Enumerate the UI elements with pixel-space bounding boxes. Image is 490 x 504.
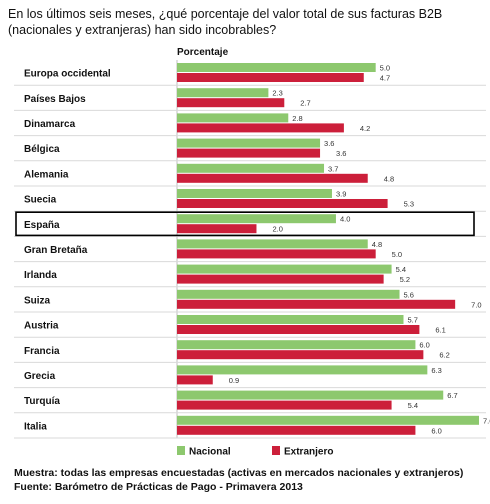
- value-label-extranjero: 6.1: [435, 326, 445, 335]
- value-axis-title: Porcentaje: [177, 47, 229, 58]
- value-label-nacional: 5.4: [396, 265, 406, 274]
- value-label-extranjero: 7.0: [471, 300, 481, 309]
- bar-nacional: [177, 113, 289, 123]
- category-label: España: [24, 220, 60, 231]
- bar-nacional: [177, 138, 321, 148]
- bar-extranjero: [177, 350, 424, 360]
- chart-bars: [177, 63, 479, 435]
- bar-nacional: [177, 163, 325, 173]
- bar-extranjero: [177, 123, 344, 133]
- value-label-extranjero: 2.7: [300, 99, 310, 108]
- value-label-extranjero: 5.2: [400, 275, 410, 284]
- bar-nacional: [177, 189, 332, 198]
- value-label-nacional: 7.6: [483, 416, 490, 425]
- bar-nacional: [177, 390, 444, 400]
- bar-extranjero: [177, 375, 213, 385]
- bar-nacional: [177, 315, 404, 324]
- highlight-box: [15, 211, 475, 237]
- bar-extranjero: [177, 199, 388, 208]
- category-label: Italia: [24, 421, 47, 432]
- bar-nacional: [177, 264, 392, 274]
- value-label-extranjero: 5.0: [392, 250, 402, 259]
- value-label-nacional: 2.8: [292, 114, 302, 123]
- value-label-extranjero: 6.2: [439, 351, 449, 360]
- chart-rows: [14, 60, 486, 439]
- value-label-nacional: 3.6: [324, 139, 334, 148]
- footnote-sample: Muestra: todas las empresas encuestadas …: [14, 467, 464, 479]
- category-label: Países Bajos: [24, 94, 86, 105]
- value-label-nacional: 2.3: [272, 89, 282, 98]
- bar-extranjero: [177, 173, 368, 183]
- value-label-nacional: 6.3: [431, 366, 441, 375]
- category-label: Europa occidental: [24, 69, 111, 80]
- bar-extranjero: [177, 325, 420, 334]
- category-label: Grecia: [24, 371, 56, 382]
- category-label: Turquía: [24, 396, 60, 407]
- legend-swatch: [272, 446, 280, 455]
- value-label-nacional: 6.0: [419, 341, 429, 350]
- category-label: Dinamarca: [24, 119, 76, 130]
- value-label-nacional: 3.7: [328, 164, 338, 173]
- value-label-nacional: 5.7: [408, 316, 418, 325]
- value-label-extranjero: 4.8: [384, 174, 394, 183]
- category-label: Alemania: [24, 169, 69, 180]
- bar-extranjero: [177, 274, 384, 284]
- value-label-extranjero: 3.6: [336, 149, 346, 158]
- value-label-nacional: 5.0: [380, 64, 390, 73]
- bar-nacional: [177, 415, 479, 425]
- value-label-extranjero: 5.4: [408, 401, 418, 410]
- category-label: Suecia: [24, 195, 57, 206]
- legend-label: Nacional: [189, 447, 231, 458]
- bar-nacional: [177, 214, 336, 224]
- legend-label: Extranjero: [284, 447, 333, 458]
- legend-item-extranjero: Extranjero: [272, 446, 333, 458]
- bar-extranjero: [177, 425, 416, 435]
- bar-nacional: [177, 365, 428, 375]
- value-label-nacional: 4.0: [340, 215, 350, 224]
- value-label-extranjero: 2.0: [272, 225, 282, 234]
- bar-nacional: [177, 63, 376, 72]
- chart-title: En los últimos seis meses, ¿qué porcenta…: [8, 7, 443, 37]
- value-label-nacional: 5.6: [404, 290, 414, 299]
- bar-extranjero: [177, 98, 285, 108]
- bar-extranjero: [177, 400, 392, 410]
- category-label: Bélgica: [24, 144, 60, 155]
- legend-item-nacional: Nacional: [177, 446, 231, 458]
- footnote-source: Fuente: Barómetro de Prácticas de Pago -…: [14, 481, 303, 493]
- bar-extranjero: [177, 148, 321, 158]
- bar-extranjero: [177, 224, 257, 234]
- bar-nacional: [177, 88, 269, 98]
- bar-extranjero: [177, 249, 376, 259]
- value-label-nacional: 6.7: [447, 391, 457, 400]
- value-label-extranjero: 4.7: [380, 74, 390, 83]
- bar-nacional: [177, 289, 400, 299]
- value-label-extranjero: 6.0: [431, 426, 441, 435]
- category-label: Francia: [24, 346, 60, 357]
- bar-nacional: [177, 340, 416, 350]
- category-label: Suiza: [24, 295, 51, 306]
- category-label: Gran Bretaña: [24, 245, 88, 256]
- legend-swatch: [177, 446, 185, 455]
- bar-extranjero: [177, 299, 456, 309]
- category-label: Austria: [24, 321, 59, 332]
- category-label: Irlanda: [24, 270, 57, 281]
- bar-nacional: [177, 239, 368, 249]
- value-label-nacional: 3.9: [336, 190, 346, 199]
- footnote: Muestra: todas las empresas encuestadas …: [14, 466, 484, 494]
- legend: Nacional Extranjero: [177, 446, 333, 458]
- bar-extranjero: [177, 73, 364, 82]
- value-label-nacional: 4.8: [372, 240, 382, 249]
- value-label-extranjero: 0.9: [229, 376, 239, 385]
- value-label-extranjero: 4.2: [360, 124, 370, 133]
- value-label-extranjero: 5.3: [404, 200, 414, 209]
